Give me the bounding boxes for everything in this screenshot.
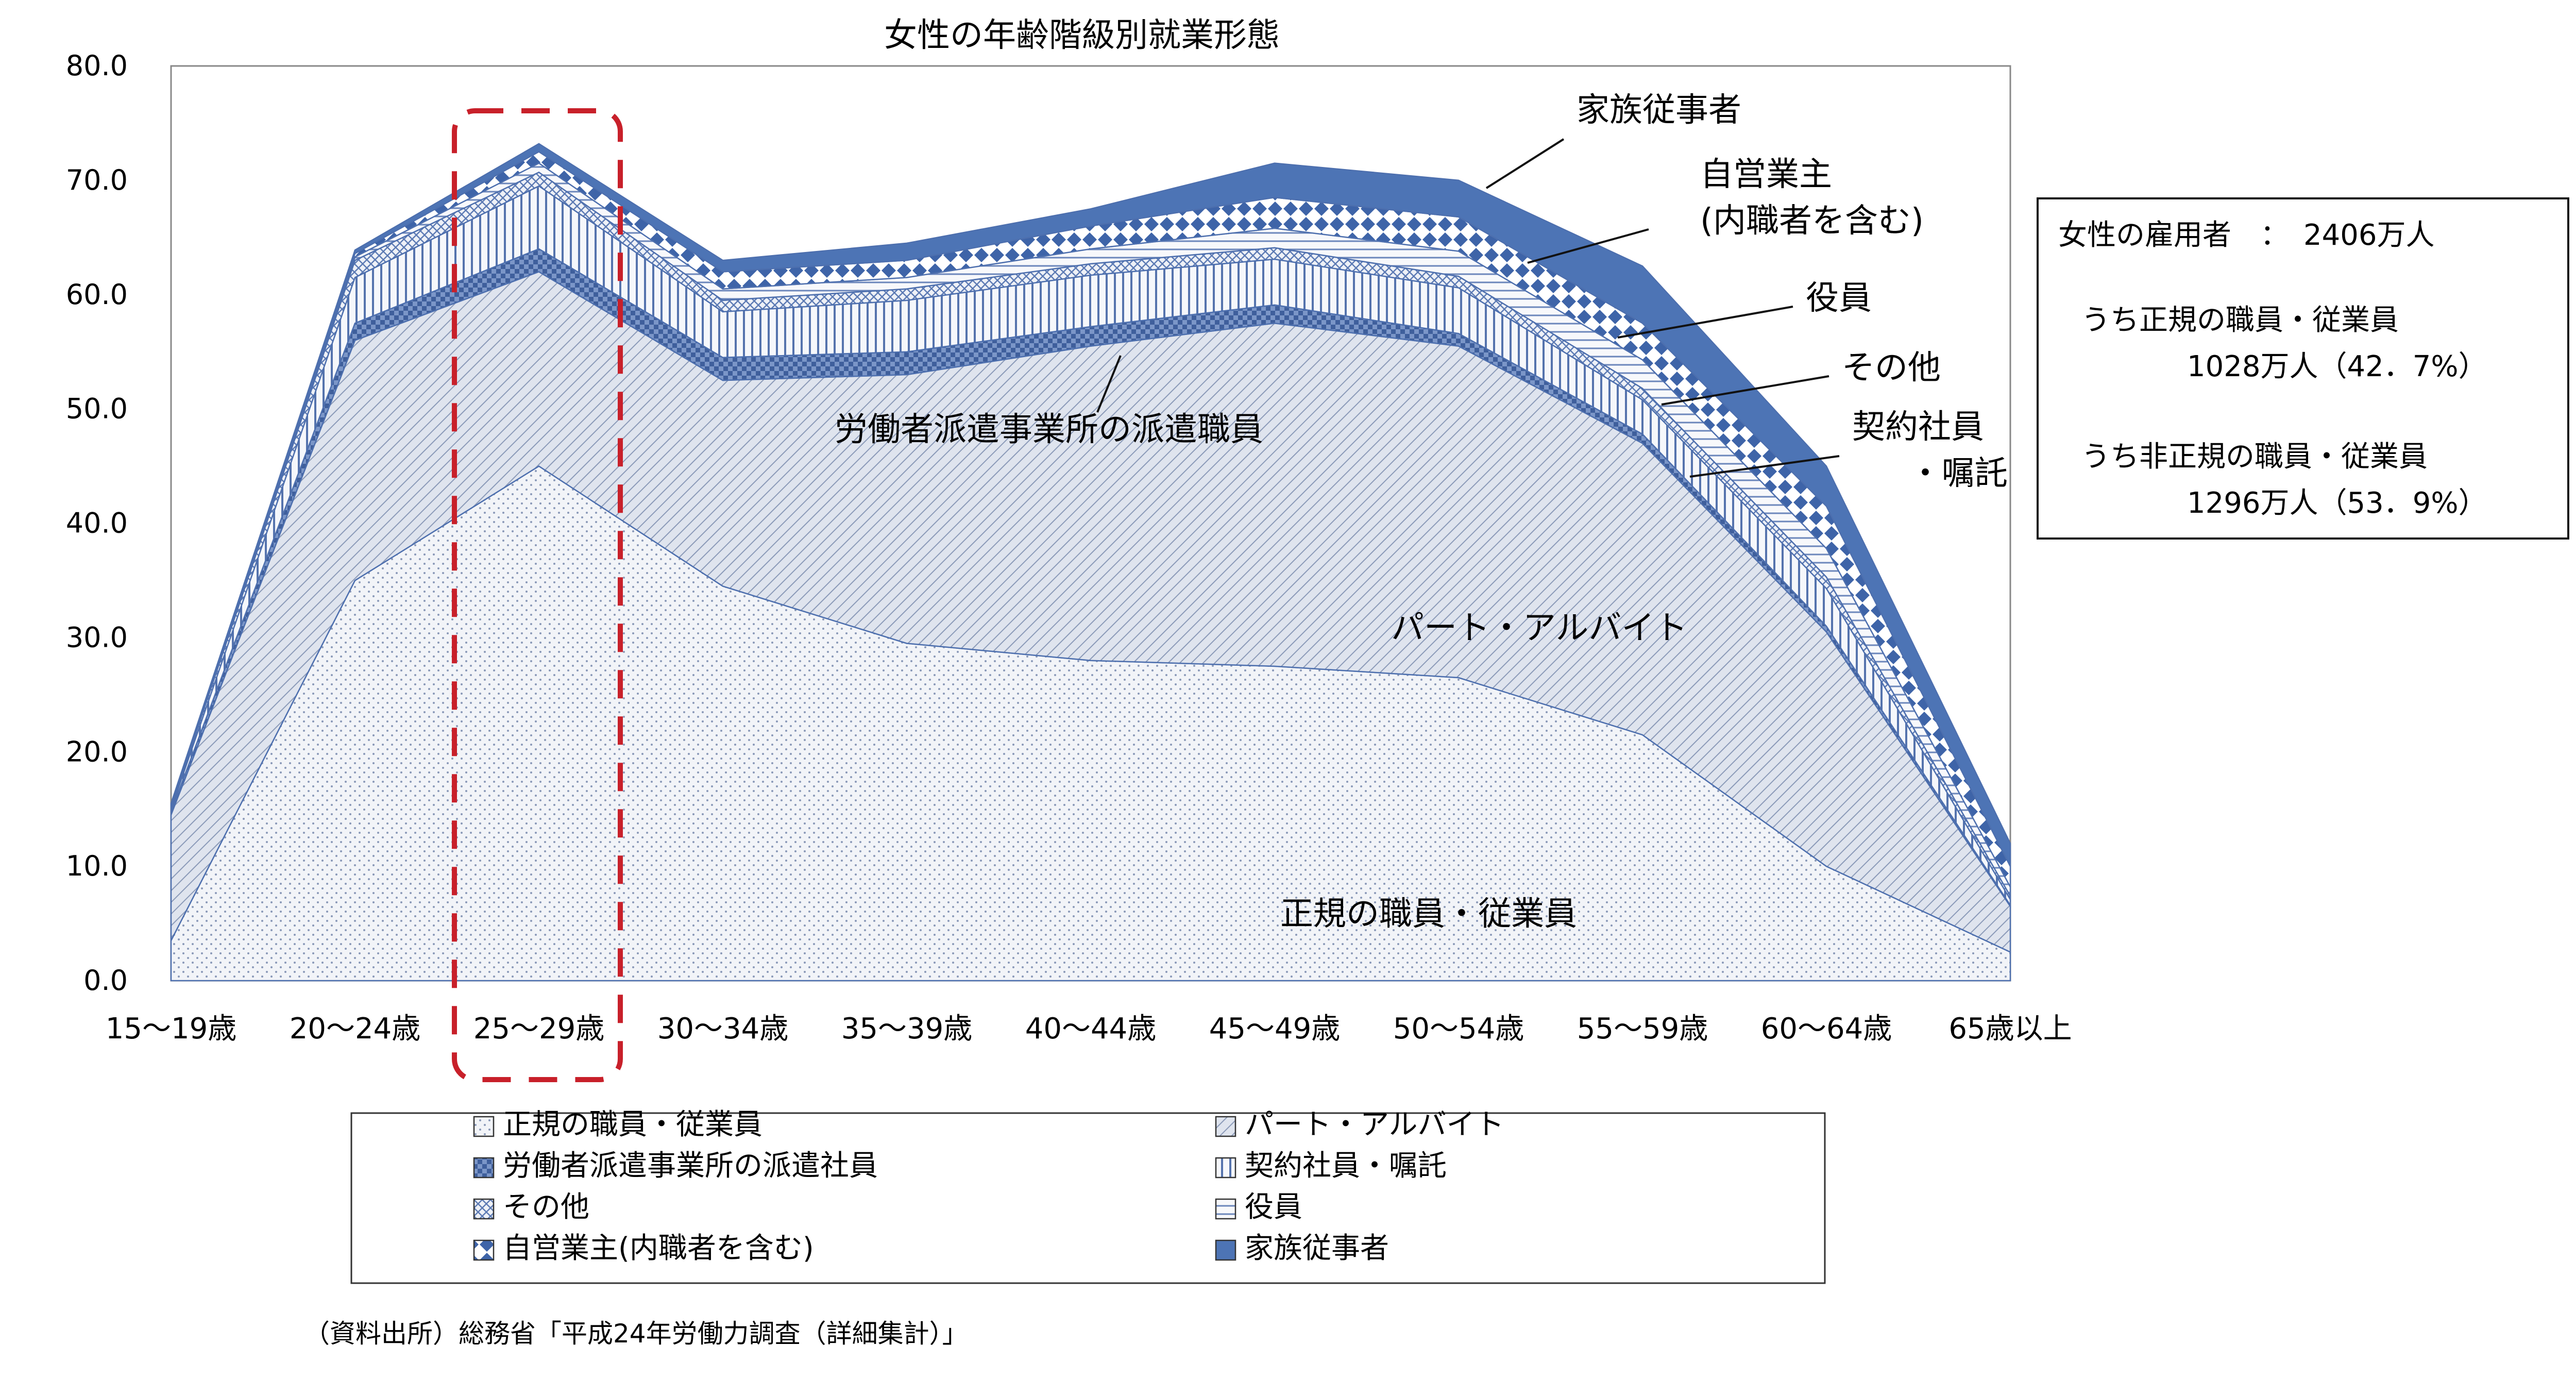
label-seiki: 正規の職員・従業員 [1280,895,1577,933]
stacked-areas [170,143,2011,982]
highlight-box-25-29 [452,108,623,1082]
x-category-label: 30～34歳 [657,1012,789,1046]
legend-swatch [1215,1198,1236,1220]
legend-label: 労働者派遣事業所の派遣社員 [503,1149,878,1183]
legend-swatch [1215,1157,1236,1179]
y-tick-label: 30.0 [66,621,128,653]
legend-swatch [473,1157,495,1179]
legend-box [350,1112,1826,1284]
y-tick-label: 80.0 [66,49,128,82]
label-keiyaku-1: 契約社員 [1852,408,1984,446]
leader-sonota [1661,375,1829,406]
x-category-label: 35～39歳 [841,1012,973,1046]
x-category-label: 60～64歳 [1761,1012,1892,1046]
legend-swatch [1215,1239,1236,1261]
label-haken: 労働者派遣事業所の派遣職員 [835,411,1263,449]
y-tick-label: 50.0 [66,393,128,425]
leader-yakuin [1617,306,1793,339]
y-tick-label: 40.0 [66,507,128,540]
y-tick-label: 60.0 [66,278,128,311]
legend-label: その他 [503,1190,589,1224]
legend-label: パート・アルバイト [1245,1108,1504,1141]
label-yakuin: 役員 [1806,279,1872,317]
x-axis-categories: 15～19歳 20～24歳 25～29歳 30～34歳 35～39歳 40～44歳 45～4… [106,1012,2072,1046]
y-axis-ticks: 0.0 10.0 20.0 30.0 40.0 50.0 60.0 70.0 80.0 [66,49,128,997]
label-part: パート・アルバイト [1391,609,1687,647]
leader-keiyaku [1689,455,1840,478]
leader-jiei [1527,228,1649,264]
label-kazoku: 家族従事者 [1577,91,1741,129]
summary-line-2: うち正規の職員・従業員 [2081,304,2399,337]
summary-line-1: 女性の雇用者 ： 2406万人 [2058,218,2435,252]
leader-kazoku [1485,138,1565,189]
summary-box [2037,197,2569,540]
label-keiyaku-2: ・嘱託 [1909,455,2008,493]
chart-title: 女性の年齢階級別就業形態 [884,16,1280,55]
legend-swatch [473,1239,495,1261]
legend-swatch [1215,1116,1236,1137]
summary-line-4: うち非正規の職員・従業員 [2081,440,2428,474]
label-sonota: その他 [1842,349,1941,387]
x-category-label: 45～49歳 [1209,1012,1341,1046]
y-tick-label: 70.0 [66,164,128,196]
x-category-label: 15～19歳 [106,1012,237,1046]
label-jiei-2: (内職者を含む) [1700,202,1924,240]
y-tick-label: 20.0 [66,735,128,768]
leader-haken [1096,355,1122,413]
legend-swatch [473,1116,495,1137]
legend-label: 自営業主(内職者を含む) [503,1232,814,1265]
legend-label: 正規の職員・従業員 [503,1108,762,1141]
summary-line-3: 1028万人（42．7%） [2187,350,2487,383]
x-category-label: 55～59歳 [1577,1012,1708,1046]
x-category-label: 65歳以上 [1948,1012,2072,1046]
x-category-label: 50～54歳 [1393,1012,1524,1046]
legend-label: 契約社員・嘱託 [1245,1149,1447,1183]
legend-label: 役員 [1245,1190,1302,1224]
x-category-label: 40～44歳 [1025,1012,1157,1046]
source-note: （資料出所）総務省「平成24年労働力調査（詳細集計）」 [304,1319,968,1349]
x-category-label: 25～29歳 [473,1012,605,1046]
legend-label: 家族従事者 [1245,1232,1389,1265]
area-series-8 [170,143,2011,867]
x-category-label: 20～24歳 [290,1012,421,1046]
summary-line-5: 1296万人（53．9%） [2187,486,2487,520]
label-jiei-1: 自営業主 [1700,156,1832,194]
legend-swatch [473,1198,495,1220]
y-tick-label: 0.0 [83,964,128,997]
y-tick-label: 10.0 [66,850,128,882]
